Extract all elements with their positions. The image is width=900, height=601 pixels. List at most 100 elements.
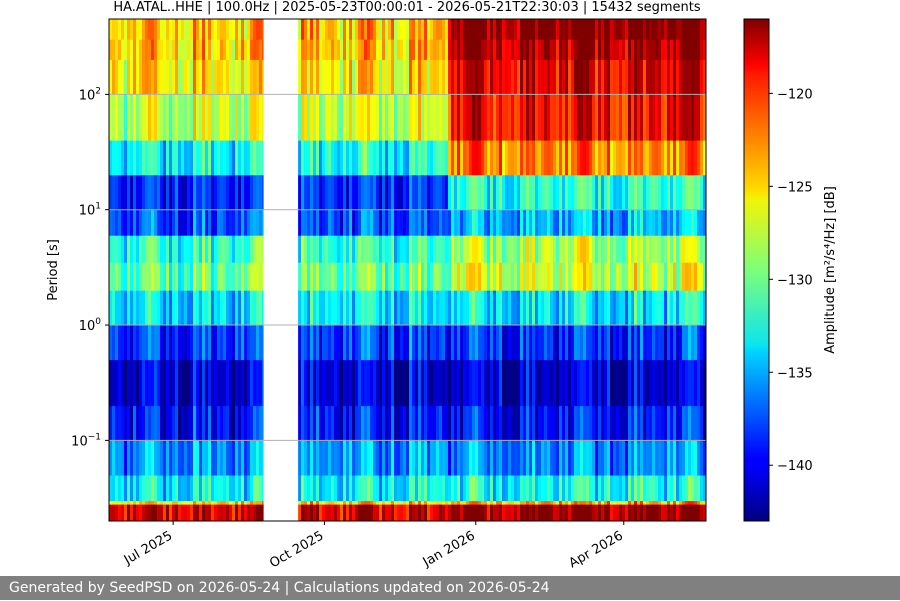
heatmap-cell	[496, 94, 500, 141]
heatmap-cell	[352, 140, 356, 176]
heatmap-cell	[253, 175, 257, 211]
heatmap-cell	[415, 440, 419, 476]
heatmap-cell	[424, 500, 428, 505]
heatmap-cell	[451, 262, 455, 291]
heatmap-cell	[364, 209, 368, 236]
heatmap-cell	[385, 475, 389, 502]
heatmap-cell	[640, 262, 644, 291]
heatmap-cell	[469, 262, 473, 291]
heatmap-cell	[604, 59, 608, 95]
heatmap-cell	[184, 504, 188, 521]
heatmap-cell	[529, 500, 533, 505]
colorbar-axis: −120−125−130−135−140	[769, 87, 813, 474]
heatmap-cell	[115, 39, 119, 60]
heatmap-cell	[460, 209, 464, 236]
heatmap-cell	[559, 59, 563, 95]
heatmap-cell	[403, 262, 407, 291]
heatmap-cell	[559, 500, 563, 505]
heatmap-cell	[310, 175, 314, 211]
heatmap-cell	[490, 235, 494, 263]
heatmap-cell	[151, 325, 155, 361]
heatmap-cell	[202, 325, 206, 361]
heatmap-cell	[112, 290, 116, 326]
heatmap-cell	[244, 94, 248, 141]
heatmap-cell	[634, 290, 638, 326]
heatmap-cell	[649, 500, 653, 505]
heatmap-cell	[685, 94, 689, 141]
heatmap-cell	[532, 475, 536, 502]
heatmap-cell	[553, 235, 557, 263]
heatmap-cell	[382, 440, 386, 476]
heatmap-cell	[301, 262, 305, 291]
heatmap-cell	[628, 59, 632, 95]
heatmap-cell	[499, 500, 503, 505]
heatmap-cell	[616, 94, 620, 141]
heatmap-cell	[376, 19, 380, 40]
heatmap-cell	[607, 94, 611, 141]
heatmap-cell	[556, 500, 560, 505]
heatmap-cell	[235, 262, 239, 291]
heatmap-cell	[658, 405, 662, 441]
heatmap-cell	[529, 359, 533, 407]
heatmap-cell	[574, 359, 578, 407]
heatmap-cell	[136, 440, 140, 476]
heatmap-cell	[424, 140, 428, 176]
heatmap-cell	[475, 175, 479, 211]
heatmap-cell	[601, 475, 605, 502]
heatmap-cell	[196, 325, 200, 361]
heatmap-cell	[133, 504, 137, 521]
heatmap-cell	[562, 39, 566, 60]
heatmap-cell	[640, 59, 644, 95]
heatmap-cell	[451, 175, 455, 211]
heatmap-cell	[637, 262, 641, 291]
heatmap-cell	[496, 405, 500, 441]
heatmap-cell	[628, 405, 632, 441]
heatmap-cell	[607, 140, 611, 176]
heatmap-cell	[568, 59, 572, 95]
heatmap-cell	[253, 235, 257, 263]
heatmap-cell	[175, 94, 179, 141]
heatmap-cell	[619, 175, 623, 211]
heatmap-cell	[694, 440, 698, 476]
heatmap-cell	[658, 262, 662, 291]
heatmap-cell	[676, 262, 680, 291]
heatmap-cell	[307, 235, 311, 263]
heatmap-cell	[199, 59, 203, 95]
heatmap-cell	[469, 504, 473, 521]
heatmap-cell	[340, 440, 344, 476]
heatmap-cell	[487, 359, 491, 407]
heatmap-cell	[325, 140, 329, 176]
heatmap-cell	[178, 359, 182, 407]
heatmap-cell	[391, 19, 395, 40]
heatmap-cell	[412, 19, 416, 40]
heatmap-cell	[226, 440, 230, 476]
grid-lines	[109, 93, 706, 441]
heatmap-cell	[247, 440, 251, 476]
heatmap-cell	[664, 19, 668, 40]
heatmap-cell	[700, 19, 704, 40]
heatmap-cell	[313, 290, 317, 326]
heatmap-cell	[436, 475, 440, 502]
heatmap-cell	[532, 500, 536, 505]
heatmap-cell	[250, 94, 254, 141]
heatmap-cell	[322, 440, 326, 476]
heatmap-cell	[688, 325, 692, 361]
heatmap-cell	[463, 440, 467, 476]
heatmap-cell	[418, 359, 422, 407]
heatmap-cell	[571, 500, 575, 505]
heatmap-cell	[412, 290, 416, 326]
heatmap-cell	[226, 290, 230, 326]
heatmap-cell	[490, 140, 494, 176]
heatmap-cell	[505, 440, 509, 476]
heatmap-cell	[595, 209, 599, 236]
heatmap-cell	[652, 500, 656, 505]
heatmap-cell	[535, 325, 539, 361]
heatmap-cell	[571, 290, 575, 326]
heatmap-cell	[475, 140, 479, 176]
heatmap-cell	[535, 209, 539, 236]
heatmap-cell	[577, 475, 581, 502]
heatmap-cell	[643, 39, 647, 60]
heatmap-cell	[469, 235, 473, 263]
heatmap-cell	[193, 175, 197, 211]
heatmap-cell	[511, 504, 515, 521]
